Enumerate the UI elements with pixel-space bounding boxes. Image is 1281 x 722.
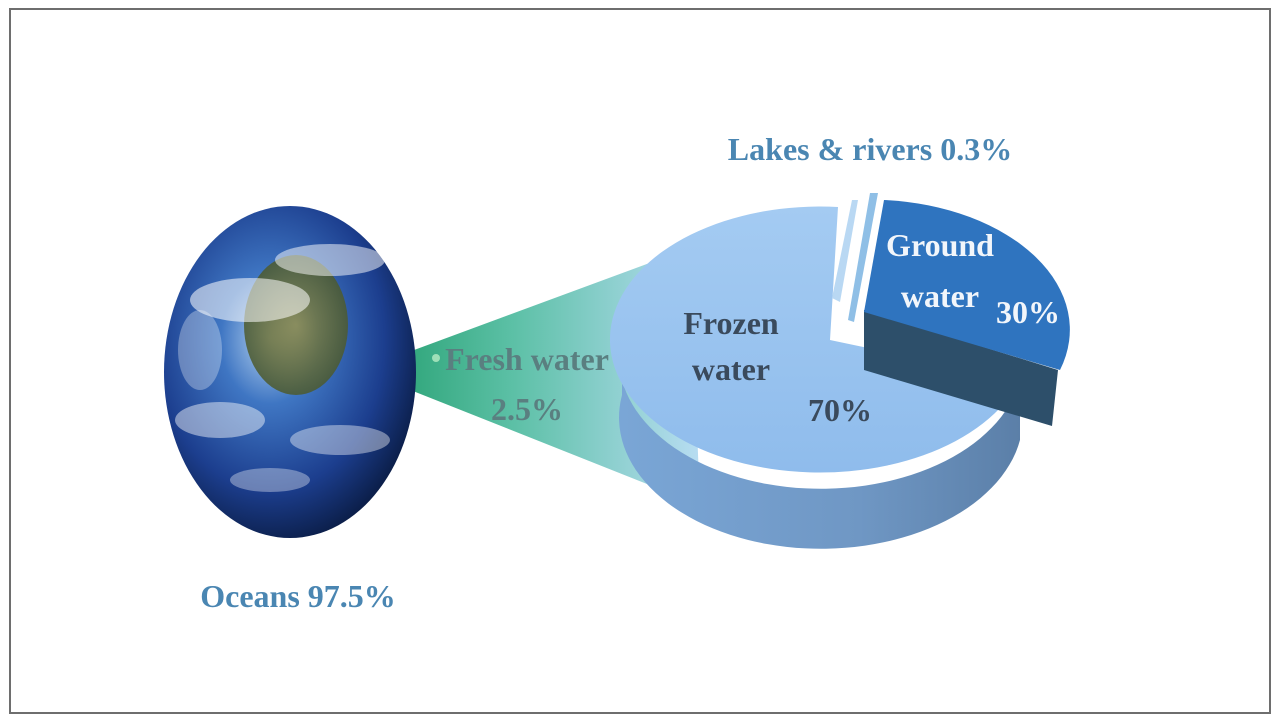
ground-water-slice-side [864, 310, 1058, 426]
frozen-water-label-line1: Frozen [683, 305, 779, 341]
oceans-label: Oceans 97.5% [200, 578, 396, 614]
frozen-water-value: 70% [808, 392, 872, 428]
lakes-rivers-slice-side [832, 200, 858, 302]
ground-water-label-line2: water [901, 278, 979, 314]
ground-water-label-line1: Ground [886, 227, 994, 263]
fresh-water-label-line2: 2.5% [491, 391, 563, 427]
frozen-water-slice [609, 206, 1020, 473]
lakes-rivers-label: Lakes & rivers 0.3% [728, 131, 1012, 167]
frozen-water-slice-side [619, 335, 1020, 549]
fresh-water-bullet-icon [432, 354, 440, 362]
lakes-rivers-slice [848, 193, 878, 322]
fresh-water-label-line1: Fresh water [445, 341, 609, 377]
frozen-water-label-line2: water [692, 351, 770, 387]
ground-water-slice [864, 200, 1070, 370]
ground-water-value: 30% [996, 294, 1060, 330]
earth-globe-icon [164, 206, 416, 538]
